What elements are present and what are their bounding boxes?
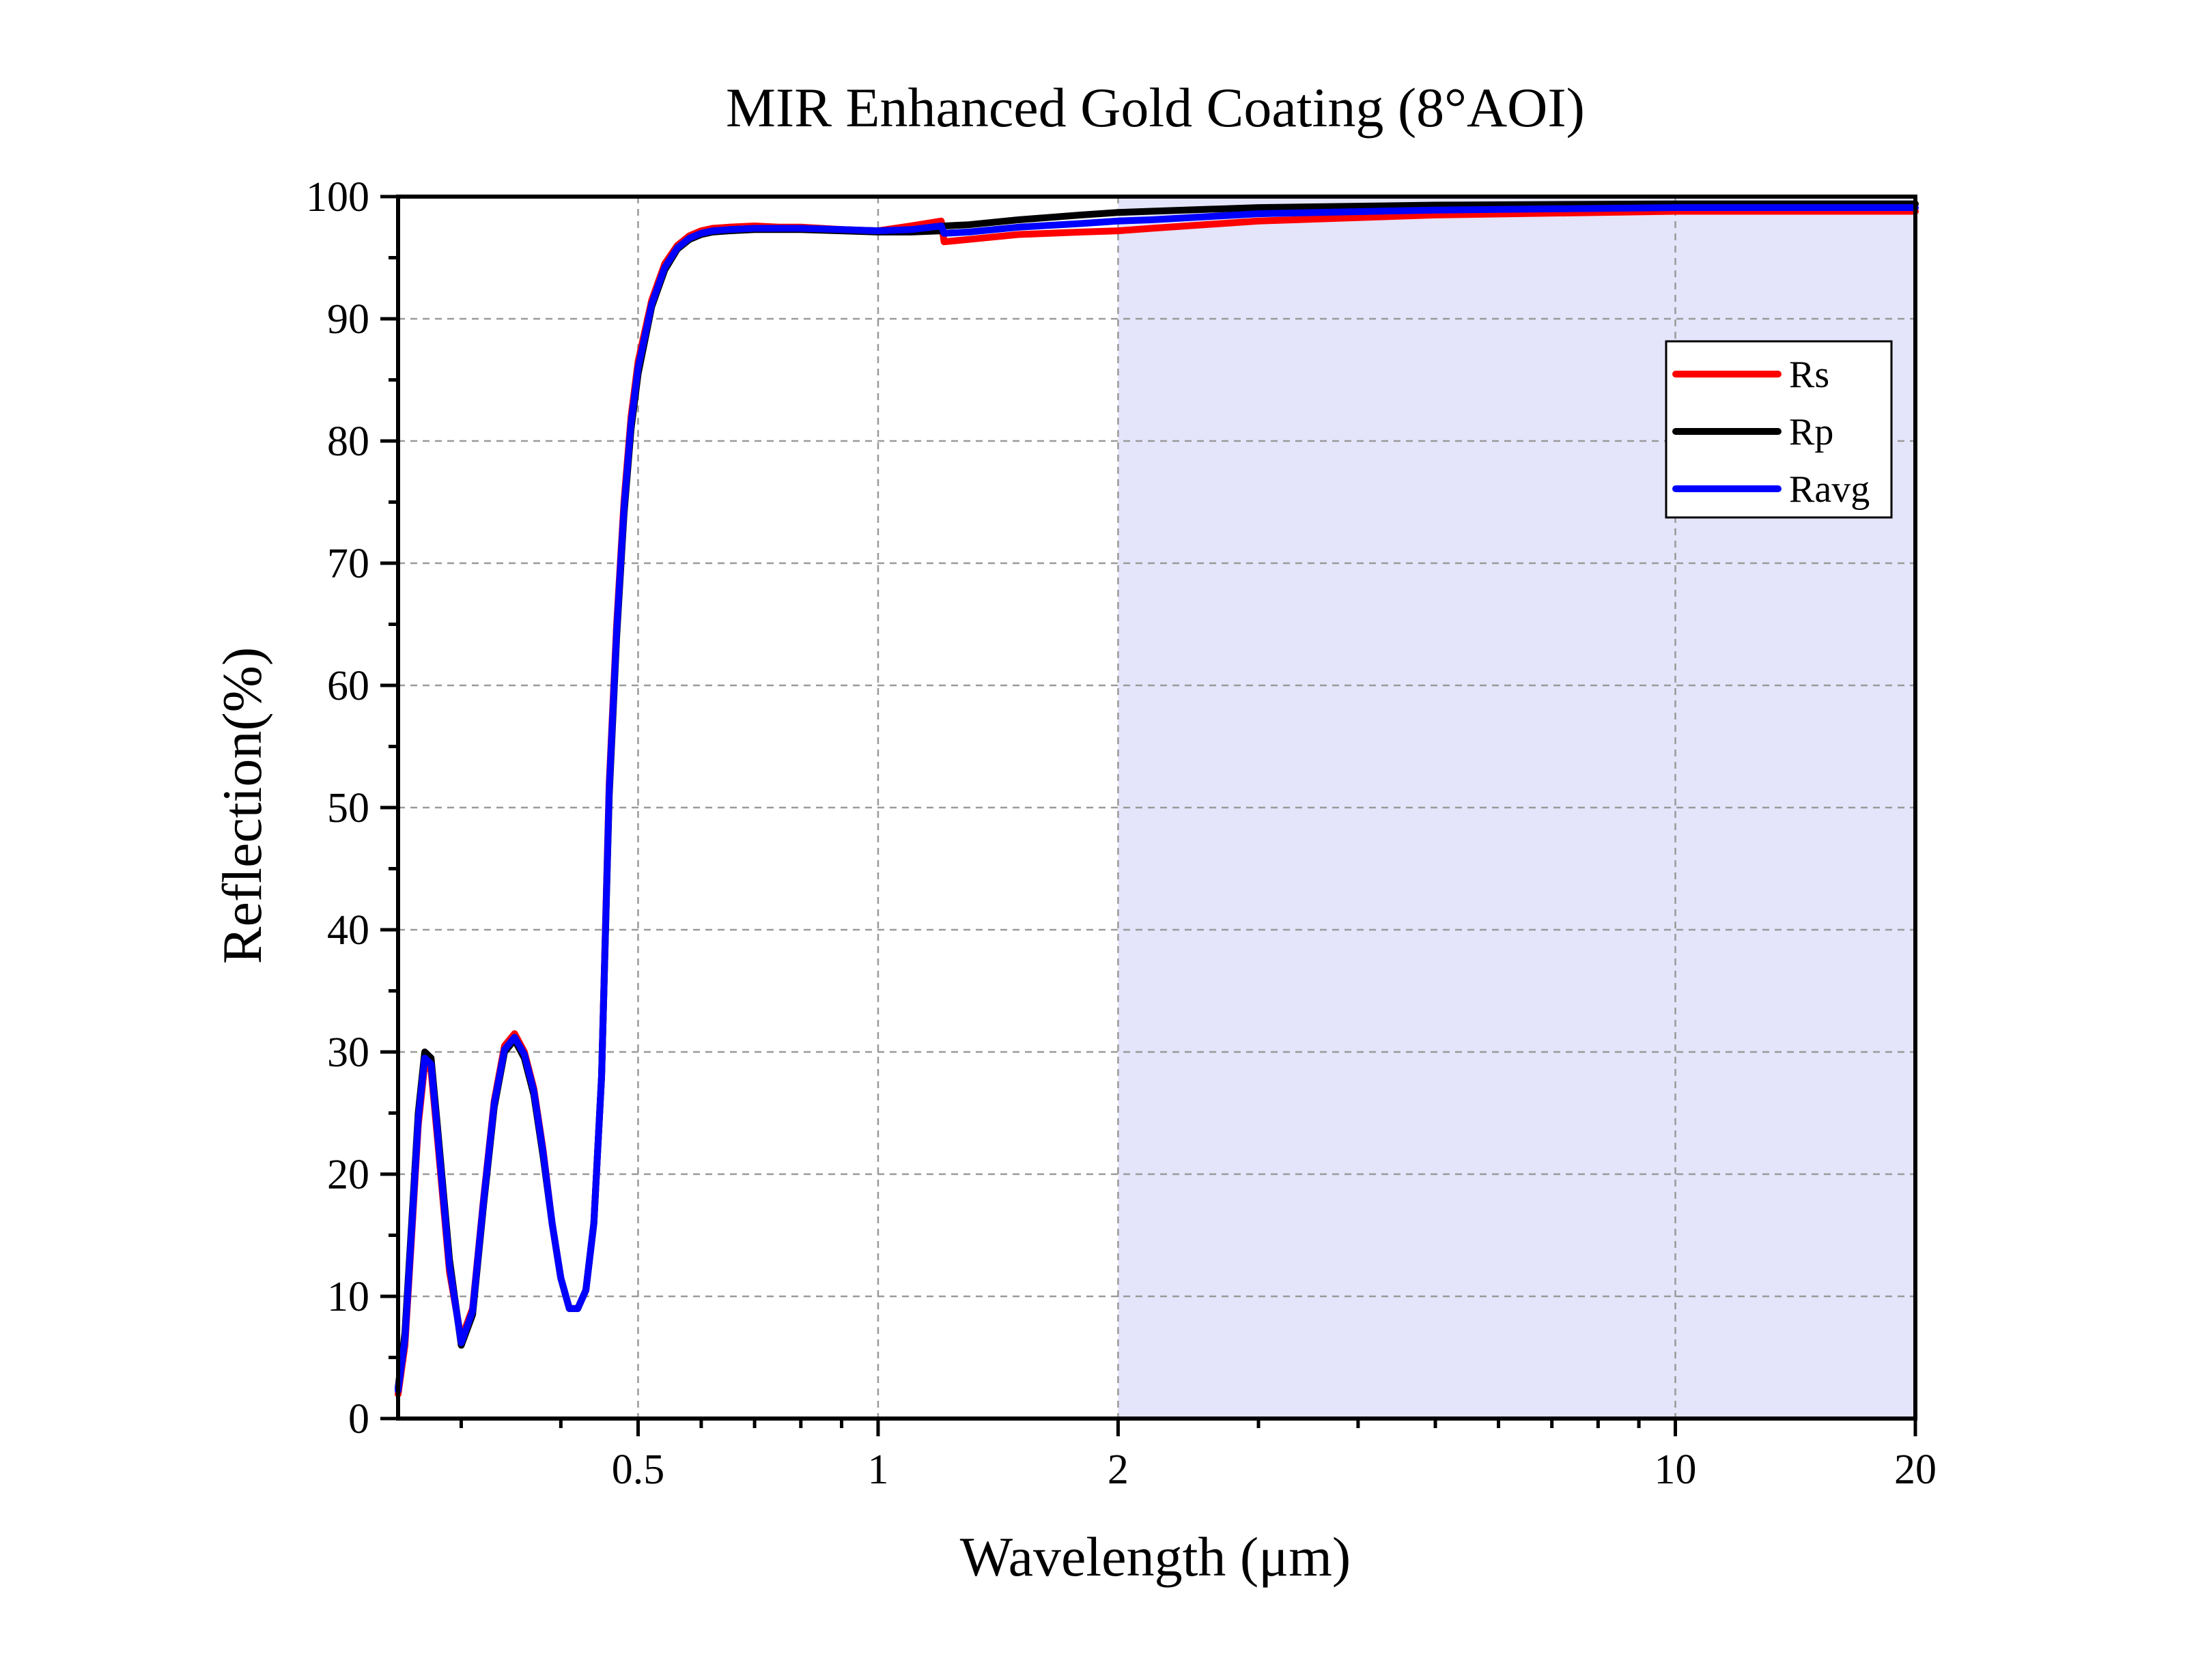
chart-title: MIR Enhanced Gold Coating (8°AOI) <box>726 76 1585 139</box>
legend-label-ravg: Ravg <box>1789 468 1870 511</box>
y-tick-label: 20 <box>327 1152 369 1198</box>
x-tick-label: 20 <box>1894 1447 1937 1493</box>
series-lines <box>395 200 1919 1398</box>
y-tick-label: 0 <box>348 1396 369 1442</box>
x-tick-label: 1 <box>867 1447 888 1493</box>
x-axis-title: Wavelength (μm) <box>960 1526 1351 1588</box>
y-tick-label: 90 <box>327 296 369 343</box>
y-tick-label: 50 <box>327 785 369 831</box>
y-axis-title: Reflection(%) <box>211 647 273 964</box>
x-tick-label: 0.5 <box>612 1447 665 1493</box>
x-tick-label: 10 <box>1655 1447 1697 1493</box>
legend: Rs Rp Ravg <box>1665 340 1893 519</box>
series-line-ravg <box>395 204 1919 1394</box>
axis-ticks <box>380 195 1917 1436</box>
x-tick-label: 2 <box>1108 1447 1129 1493</box>
y-tick-label: 60 <box>327 663 369 709</box>
y-tick-label: 10 <box>327 1274 369 1320</box>
y-tick-label: 80 <box>327 418 369 465</box>
legend-label-rp: Rp <box>1789 411 1833 453</box>
y-tick-label: 100 <box>306 174 369 220</box>
legend-label-rs: Rs <box>1789 354 1829 396</box>
y-tick-label: 70 <box>327 541 369 587</box>
y-tick-label: 30 <box>327 1029 369 1076</box>
y-tick-label: 40 <box>327 907 369 954</box>
